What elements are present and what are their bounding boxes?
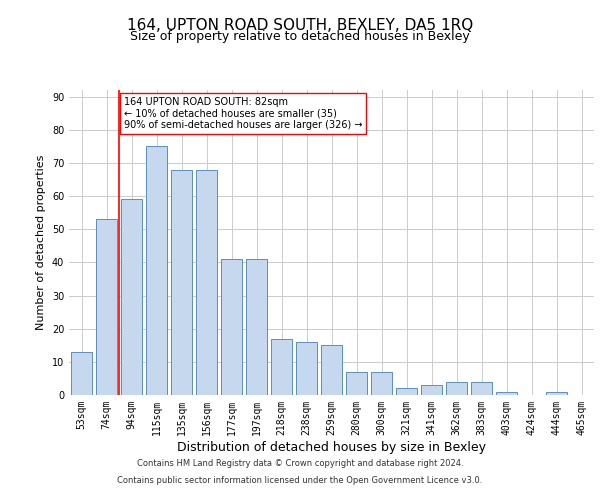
Text: Contains public sector information licensed under the Open Government Licence v3: Contains public sector information licen… [118, 476, 482, 485]
Bar [446, 382, 467, 395]
Bar [71, 352, 92, 395]
Bar [196, 170, 217, 395]
X-axis label: Distribution of detached houses by size in Bexley: Distribution of detached houses by size … [177, 440, 486, 454]
Bar [396, 388, 417, 395]
Text: 164 UPTON ROAD SOUTH: 82sqm
← 10% of detached houses are smaller (35)
90% of sem: 164 UPTON ROAD SOUTH: 82sqm ← 10% of det… [124, 96, 362, 130]
Bar [471, 382, 492, 395]
Bar [421, 385, 442, 395]
Bar [96, 220, 117, 395]
Bar [221, 259, 242, 395]
Text: Size of property relative to detached houses in Bexley: Size of property relative to detached ho… [130, 30, 470, 43]
Text: 164, UPTON ROAD SOUTH, BEXLEY, DA5 1RQ: 164, UPTON ROAD SOUTH, BEXLEY, DA5 1RQ [127, 18, 473, 32]
Y-axis label: Number of detached properties: Number of detached properties [36, 155, 46, 330]
Bar [246, 259, 267, 395]
Bar [346, 372, 367, 395]
Bar [496, 392, 517, 395]
Bar [271, 338, 292, 395]
Bar [171, 170, 192, 395]
Bar [296, 342, 317, 395]
Bar [321, 346, 342, 395]
Text: Contains HM Land Registry data © Crown copyright and database right 2024.: Contains HM Land Registry data © Crown c… [137, 458, 463, 468]
Bar [121, 200, 142, 395]
Bar [146, 146, 167, 395]
Bar [546, 392, 567, 395]
Bar [371, 372, 392, 395]
